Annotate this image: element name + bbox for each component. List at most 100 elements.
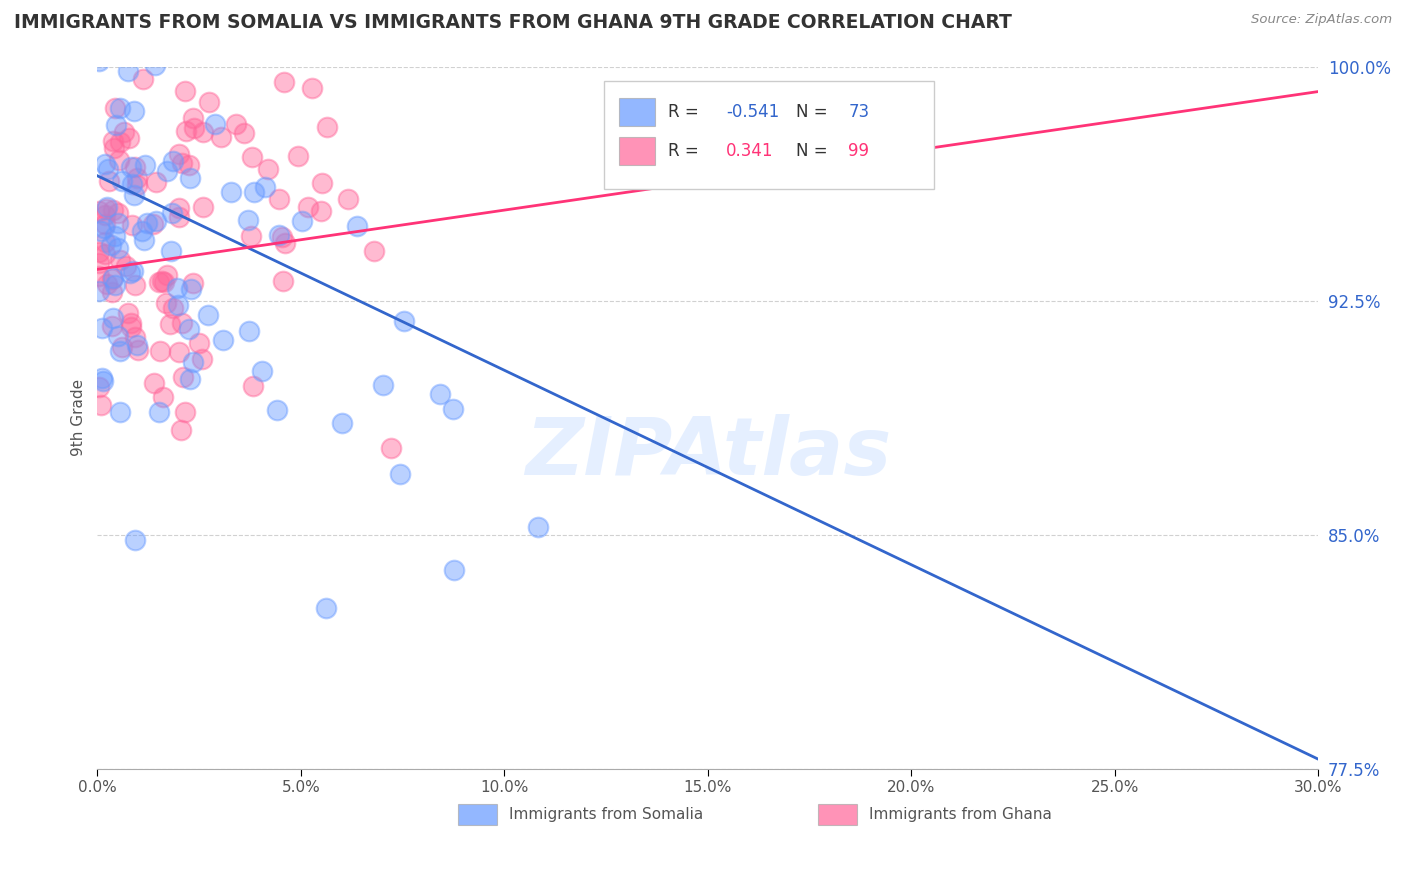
Point xyxy=(108,153,131,167)
Point xyxy=(105,118,128,132)
Point xyxy=(181,277,204,291)
Point xyxy=(148,405,170,419)
Point xyxy=(173,83,195,97)
Text: 73: 73 xyxy=(848,103,869,121)
Point xyxy=(94,247,117,261)
Point xyxy=(93,221,115,235)
Point xyxy=(89,380,111,394)
Point xyxy=(93,235,115,250)
FancyBboxPatch shape xyxy=(619,98,655,127)
Point xyxy=(108,102,131,116)
Point xyxy=(94,209,117,223)
Point xyxy=(100,285,122,300)
Point xyxy=(443,563,465,577)
Point xyxy=(172,370,194,384)
Point xyxy=(121,218,143,232)
Point xyxy=(89,204,111,219)
Point xyxy=(117,63,139,78)
Point xyxy=(103,141,125,155)
Point xyxy=(132,72,155,87)
Point xyxy=(336,192,359,206)
Point xyxy=(197,308,219,322)
Point xyxy=(198,95,221,109)
Point xyxy=(114,259,136,273)
Text: N =: N = xyxy=(796,142,832,160)
Point xyxy=(98,174,121,188)
Point xyxy=(148,275,170,289)
Point xyxy=(124,188,146,202)
Point xyxy=(297,201,319,215)
Point xyxy=(145,214,167,228)
Y-axis label: 9th Grade: 9th Grade xyxy=(72,379,86,456)
Point xyxy=(91,321,114,335)
Text: Source: ZipAtlas.com: Source: ZipAtlas.com xyxy=(1251,13,1392,27)
Point xyxy=(240,229,263,244)
Point xyxy=(187,335,209,350)
Point xyxy=(193,125,215,139)
Text: ZIPAtlas: ZIPAtlas xyxy=(524,414,891,491)
Point xyxy=(269,227,291,242)
Point xyxy=(108,343,131,358)
Point xyxy=(90,398,112,412)
Point xyxy=(107,215,129,229)
Point xyxy=(120,160,142,174)
Point xyxy=(127,343,149,357)
Text: Immigrants from Ghana: Immigrants from Ghana xyxy=(869,806,1052,822)
Point xyxy=(254,179,277,194)
FancyBboxPatch shape xyxy=(457,804,496,825)
Point xyxy=(166,281,188,295)
Point xyxy=(527,520,550,534)
Point xyxy=(120,316,142,330)
Point xyxy=(221,186,243,200)
Point xyxy=(238,324,260,338)
Point xyxy=(179,371,201,385)
Point xyxy=(97,161,120,176)
Point xyxy=(215,29,238,43)
Point xyxy=(93,374,115,388)
Point xyxy=(179,171,201,186)
Point xyxy=(166,298,188,312)
Point xyxy=(191,200,214,214)
Point xyxy=(108,405,131,419)
Point xyxy=(311,176,333,190)
Point xyxy=(107,329,129,343)
Point xyxy=(124,160,146,174)
Point xyxy=(160,206,183,220)
Point xyxy=(132,233,155,247)
Point xyxy=(371,378,394,392)
Text: Immigrants from Somalia: Immigrants from Somalia xyxy=(509,806,703,822)
Point xyxy=(89,245,111,260)
Point xyxy=(124,533,146,547)
Point xyxy=(131,224,153,238)
Point xyxy=(183,44,205,58)
Point xyxy=(180,282,202,296)
Point xyxy=(174,405,197,419)
Text: -0.541: -0.541 xyxy=(725,103,779,121)
Point xyxy=(101,270,124,285)
Point xyxy=(267,192,290,206)
Point xyxy=(124,330,146,344)
Point xyxy=(315,600,337,615)
Point xyxy=(156,163,179,178)
Point xyxy=(127,338,149,352)
Point xyxy=(170,316,193,330)
Point xyxy=(204,117,226,131)
Point xyxy=(181,112,204,126)
Point xyxy=(271,274,294,288)
Point xyxy=(266,402,288,417)
Point xyxy=(134,158,156,172)
Point xyxy=(181,355,204,369)
Point xyxy=(89,54,111,68)
Point xyxy=(124,278,146,293)
Point xyxy=(252,364,274,378)
Point xyxy=(170,156,193,170)
Point xyxy=(273,75,295,89)
Point xyxy=(287,148,309,162)
Point xyxy=(108,135,131,149)
Point xyxy=(107,29,129,43)
Point xyxy=(94,157,117,171)
Point xyxy=(118,29,141,43)
Point xyxy=(190,352,212,367)
Point xyxy=(380,441,402,455)
Point xyxy=(125,178,148,192)
